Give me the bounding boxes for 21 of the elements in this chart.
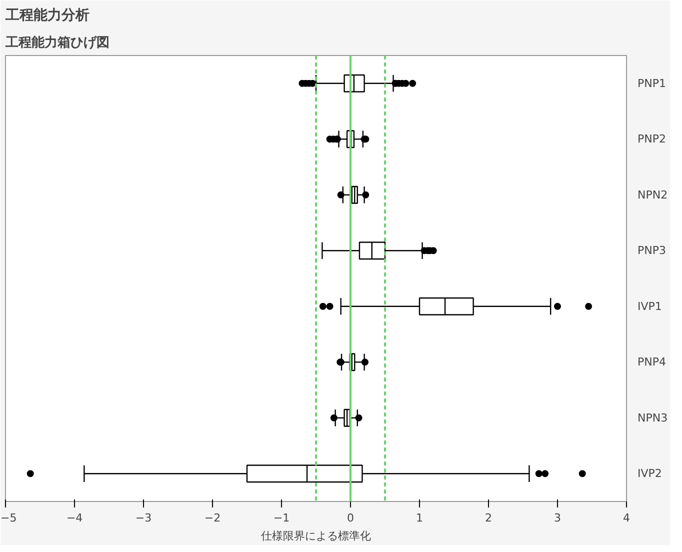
x-tick-label: 3 — [554, 512, 561, 524]
x-tick-label: −4 — [66, 512, 83, 524]
y-tick-label: NPN3 — [638, 411, 668, 424]
x-tick-label: 2 — [485, 512, 492, 524]
x-tick-label: 0 — [347, 512, 354, 524]
y-tick-label: IVP2 — [638, 467, 662, 480]
y-tick-label: PNP1 — [638, 76, 666, 90]
chart-subtitle: 工程能力箱ひげ図 — [4, 34, 110, 50]
x-tick-label: 1 — [416, 512, 423, 524]
x-tick-label: −5 — [0, 512, 17, 524]
y-tick-label: PNP4 — [638, 356, 666, 369]
x-tick-label: 4 — [623, 512, 630, 524]
x-tick-label: −3 — [135, 512, 152, 524]
x-tick-label: −1 — [273, 512, 290, 524]
x-axis-title: 仕様限界による標準化 — [261, 530, 371, 542]
y-tick-label: IVP1 — [638, 300, 662, 313]
y-tick-label: NPN2 — [638, 188, 668, 202]
y-tick-label: PNP3 — [638, 244, 666, 258]
chart-title: 工程能力分析 — [4, 8, 90, 24]
x-tick-label: −2 — [204, 512, 221, 524]
y-tick-label: PNP2 — [638, 132, 666, 146]
